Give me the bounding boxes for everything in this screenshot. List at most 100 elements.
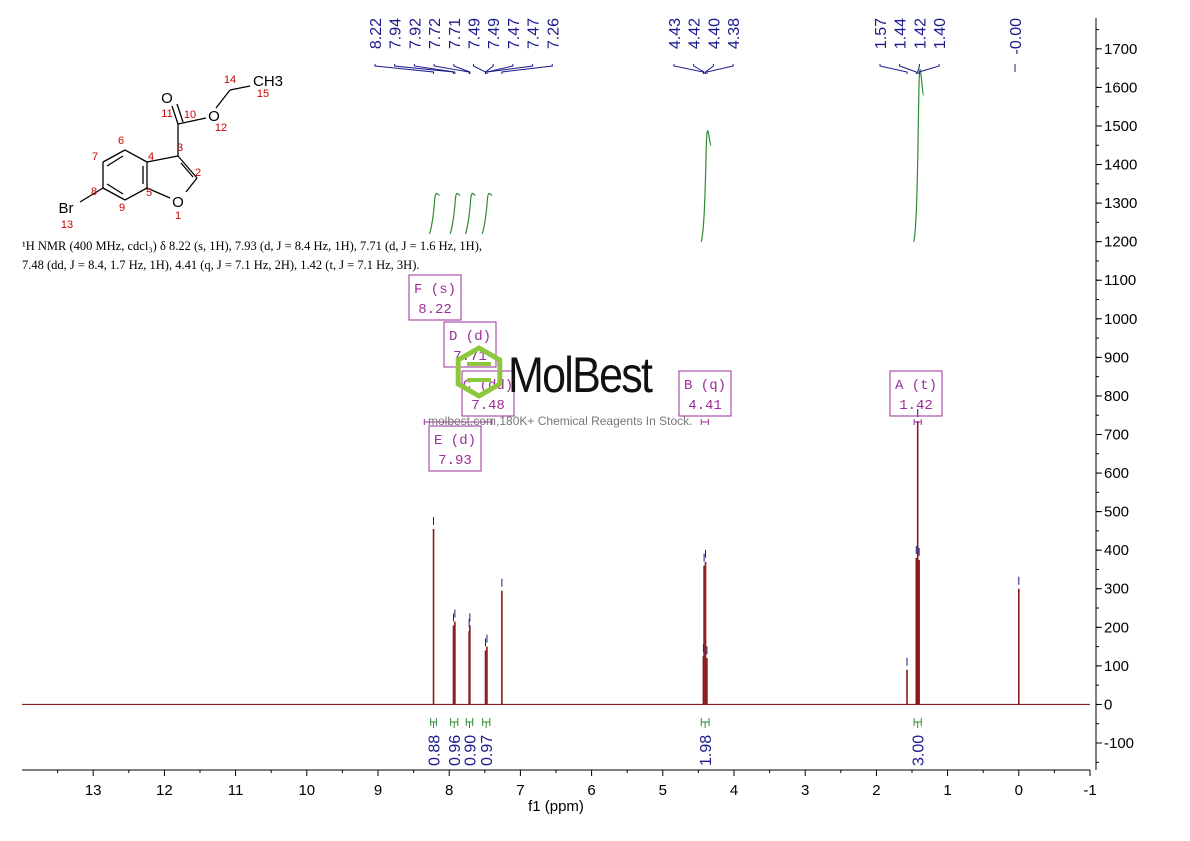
bond [102, 149, 126, 163]
x-tick-label: 9 [374, 782, 382, 799]
peak-label: 1.42 [912, 18, 929, 49]
integral-value: 1.98 [698, 735, 715, 766]
y-tick-label: 1300 [1104, 195, 1137, 212]
peak-label-leader [413, 64, 456, 74]
peak-label: -0.00 [1008, 18, 1025, 55]
atom-number: 5 [146, 187, 152, 199]
x-tick-label: 6 [587, 782, 595, 799]
x-tick-label: 8 [445, 782, 453, 799]
atom-number: 6 [118, 135, 124, 147]
bond [79, 187, 104, 203]
integral-curve [481, 192, 493, 235]
atom-number: 12 [215, 122, 227, 134]
bond [146, 187, 171, 199]
multiplet-label: B (q) [684, 378, 726, 394]
peak-label-leader [899, 64, 917, 74]
peak-label: 7.72 [427, 18, 444, 49]
bond [177, 155, 198, 179]
multiplet-label: F (s) [414, 282, 456, 298]
x-tick-label: 2 [872, 782, 880, 799]
watermark-url: molbest.com,180K+ Chemical Reagents In S… [428, 414, 693, 428]
bond [176, 103, 184, 123]
peak-label: 7.94 [388, 18, 405, 49]
peak-label: 4.40 [706, 18, 723, 49]
y-tick-label: 900 [1104, 349, 1129, 366]
peak-label: 1.44 [893, 18, 910, 49]
multiplet-value: 8.22 [418, 302, 452, 318]
integral-value: 0.97 [479, 735, 496, 766]
bond [102, 187, 126, 201]
peak-label-leader [394, 64, 454, 74]
integrals: 0.88 0.960.90 0.97 1.98 3.00 [427, 69, 928, 766]
integral-curve [700, 130, 712, 242]
integral-value: 0.96 [447, 735, 464, 766]
y-tick-label: 1600 [1104, 79, 1137, 96]
multiplet-label: E (d) [434, 433, 476, 449]
multiplet-value: 7.48 [471, 398, 505, 414]
atom-number: 10 [184, 109, 196, 121]
peak-label: 7.26 [545, 18, 562, 49]
peak-label-leader [374, 64, 435, 74]
nmr-caption-line-2: 7.48 (dd, J = 8.4, 1.7 Hz, 1H), 4.41 (q,… [22, 258, 420, 272]
integral-value: 0.88 [427, 735, 444, 766]
atom-number: 15 [257, 88, 269, 100]
y-tick-label: 1200 [1104, 234, 1137, 251]
peak-label-leader [473, 64, 487, 74]
atom-ch3: CH3 [253, 73, 283, 90]
peak-label: 4.38 [726, 18, 743, 49]
peak-label: 7.92 [407, 18, 424, 49]
bond [124, 187, 148, 201]
integral-curve [464, 192, 476, 235]
multiplet-box [428, 425, 482, 472]
atom-o-ring: O [172, 194, 184, 211]
peak-label: 7.71 [447, 18, 464, 49]
atom-number: 2 [195, 167, 201, 179]
y-tick-label: 1000 [1104, 311, 1137, 328]
x-tick-label: 10 [298, 782, 315, 799]
atom-number: 14 [224, 74, 236, 86]
multiplet-value: 7.71 [453, 349, 487, 365]
peak-label-leader [917, 64, 920, 74]
peak-label: 1.57 [873, 18, 890, 49]
peak-label-leader [706, 64, 734, 74]
x-tick-label: 5 [659, 782, 667, 799]
peak-label-leader [673, 64, 704, 74]
integral-value: 0.90 [462, 735, 479, 766]
integral-value: 3.00 [911, 735, 928, 766]
y-tick-label: 0 [1104, 696, 1112, 713]
multiplet-value: 7.93 [438, 453, 472, 469]
bond [171, 105, 179, 125]
peak-label-leader [918, 64, 940, 74]
peak-label-leader [433, 64, 470, 74]
atom-number: 1 [175, 210, 181, 222]
watermark-brand: MolBest [508, 347, 653, 403]
y-tick-label: 1400 [1104, 157, 1137, 174]
y-tick-label: 300 [1104, 581, 1129, 598]
y-tick-label: 400 [1104, 542, 1129, 559]
x-tick-label: 4 [730, 782, 738, 799]
peak-label-leader [501, 64, 553, 74]
peak-labels: 8.22 7.94 7.92 7.72 7.71 7.49 7.49 7.47 7.47 7.26… [368, 18, 1025, 74]
peak-label: 7.47 [526, 18, 543, 49]
peak-label: 8.22 [368, 18, 385, 49]
x-tick-label: 13 [85, 782, 102, 799]
bond [229, 85, 251, 91]
atom-number: 7 [92, 151, 98, 163]
watermark-hexagon [455, 345, 503, 399]
atom-number: 13 [61, 219, 73, 231]
bond [180, 162, 194, 178]
multiplet-value: 4.41 [688, 398, 722, 414]
peak-label-leader [453, 64, 471, 74]
bond [146, 155, 179, 163]
peak-label-leader [705, 64, 714, 74]
peak-label: 7.49 [467, 18, 484, 49]
x-tick-label: 1 [943, 782, 951, 799]
peak-label: 7.49 [486, 18, 503, 49]
y-tick-label: 600 [1104, 465, 1129, 482]
multiplet-box [889, 370, 943, 417]
peak-label: 4.42 [687, 18, 704, 49]
peak-label: 7.47 [506, 18, 523, 49]
multiplet-annotations: F (s)8.22D (d)7.71C (dd)7.48E (d)7.93B (… [408, 274, 943, 472]
integral-curve [913, 69, 925, 242]
